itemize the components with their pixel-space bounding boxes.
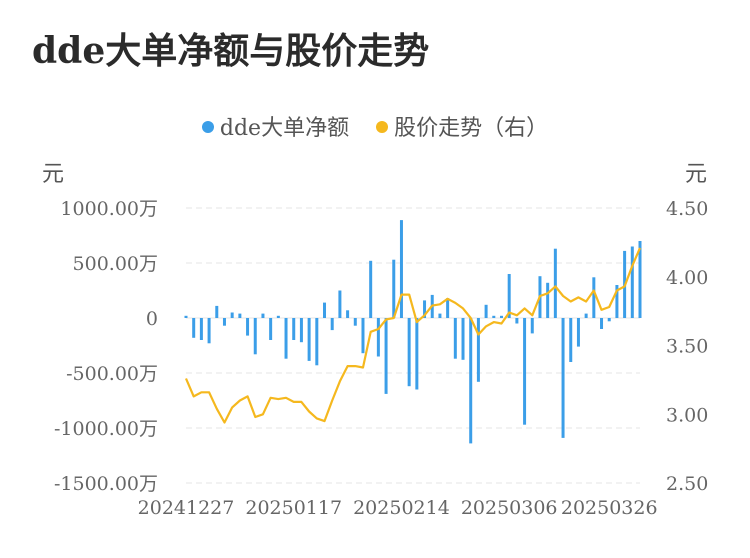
bar (399, 220, 403, 318)
bar (484, 304, 488, 318)
bar (584, 313, 588, 318)
bar (446, 298, 450, 318)
y-left-tick-label: -1500.00万 (54, 473, 158, 495)
legend-item-price[interactable]: 股价走势（右） (376, 110, 548, 142)
bar (353, 318, 357, 326)
bar (469, 318, 473, 444)
bar (276, 315, 280, 318)
y-right-tick-label: 3.50 (666, 336, 708, 358)
bar (507, 274, 511, 318)
bar (238, 313, 242, 318)
y-right-tick-label: 3.00 (666, 404, 708, 426)
bar (199, 318, 203, 340)
y-left-tick-label: 500.00万 (73, 253, 158, 275)
bar (323, 302, 327, 318)
legend-dot-dde (201, 121, 214, 133)
y-right-tick-label: 4.00 (666, 267, 708, 289)
bar (415, 318, 419, 390)
bar (592, 277, 596, 318)
bar (307, 318, 311, 361)
bar (615, 285, 619, 318)
bar (222, 318, 226, 326)
y-left-tick-label: 1000.00万 (60, 198, 158, 220)
bar (246, 318, 250, 336)
bar (607, 318, 611, 322)
y-left-tick-label: -1000.00万 (54, 418, 158, 440)
legend-label-price: 股价走势（右） (394, 116, 549, 141)
bar (376, 318, 380, 357)
chart-title: dde大单净额与股价走势 (32, 30, 430, 72)
left-axis-unit: 元 (42, 162, 65, 187)
legend-dot-price (376, 121, 389, 133)
legend: dde大单净额 股价走势（右） (0, 110, 750, 142)
bar (438, 313, 442, 318)
bar (184, 315, 188, 318)
bar (392, 259, 396, 318)
bar (330, 318, 334, 331)
bar (346, 310, 350, 318)
y-left-tick-label: -500.00万 (66, 363, 158, 385)
bar (515, 318, 519, 324)
bar (630, 246, 634, 318)
bar (192, 318, 196, 338)
bar (407, 318, 411, 387)
bar (553, 248, 557, 318)
bar (530, 318, 534, 334)
bar (499, 315, 503, 318)
bar (292, 318, 296, 340)
x-tick-label: 20250306 (461, 497, 558, 519)
bar (600, 318, 604, 329)
bar (269, 318, 273, 340)
bar (315, 318, 319, 366)
bar (261, 313, 265, 318)
bar (215, 305, 219, 318)
bar (569, 318, 573, 362)
legend-label-dde: dde大单净额 (219, 116, 350, 141)
right-axis-unit: 元 (685, 162, 708, 187)
bar (638, 241, 642, 318)
bar (523, 318, 527, 425)
x-tick-label: 20241227 (138, 497, 235, 519)
bar (384, 318, 388, 394)
bar (453, 318, 457, 359)
bar (492, 315, 496, 318)
bar (423, 300, 427, 318)
x-tick-label: 20250117 (245, 497, 342, 519)
bar (369, 260, 373, 318)
legend-item-dde[interactable]: dde大单净额 (201, 110, 350, 142)
bar (207, 318, 211, 344)
y-left-tick-label: 0 (146, 308, 158, 330)
bar (253, 318, 257, 355)
x-tick-label: 20250214 (353, 497, 450, 519)
bar (576, 318, 580, 347)
price-line (184, 247, 642, 424)
bar (461, 318, 465, 360)
bar (561, 318, 565, 438)
y-right-tick-label: 4.50 (666, 198, 708, 220)
bar (361, 318, 365, 354)
bar (546, 282, 550, 318)
x-tick-label: 20250326 (561, 497, 658, 519)
bar (476, 318, 480, 382)
bar (338, 290, 342, 318)
bar (284, 318, 288, 359)
y-right-tick-label: 2.50 (666, 473, 708, 495)
bar (230, 312, 234, 318)
bar (299, 318, 303, 343)
